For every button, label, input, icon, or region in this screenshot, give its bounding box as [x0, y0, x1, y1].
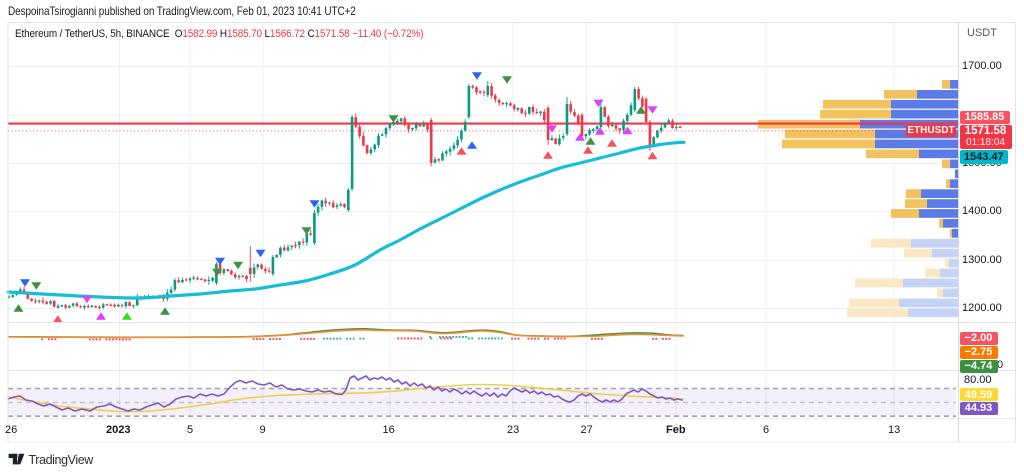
svg-text:TradingView: TradingView [29, 453, 95, 467]
